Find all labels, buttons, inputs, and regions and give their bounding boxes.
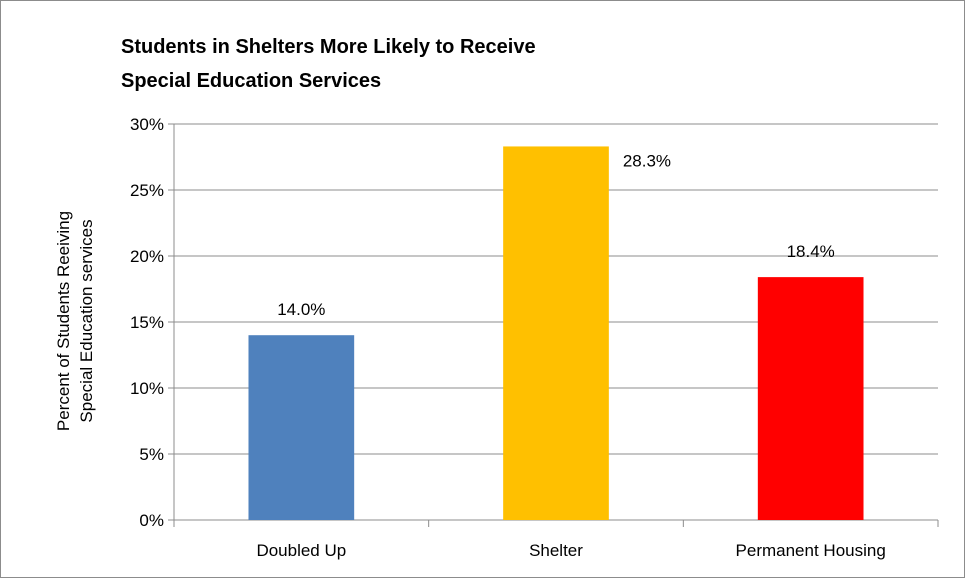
- y-tick-label: 5%: [139, 445, 164, 464]
- y-axis-title-line-1: Percent of Students Reeiving: [54, 211, 73, 431]
- y-tick-label: 10%: [130, 379, 164, 398]
- y-tick-label: 0%: [139, 511, 164, 530]
- chart-title-line-1: Students in Shelters More Likely to Rece…: [121, 36, 536, 58]
- y-tick-label: 30%: [130, 115, 164, 134]
- y-tick-label: 20%: [130, 247, 164, 266]
- data-labels: 14.0% 28.3% 18.4%: [277, 151, 835, 319]
- x-tick-label: Shelter: [529, 541, 583, 560]
- bar-permanent-housing: [757, 277, 864, 520]
- data-label: 18.4%: [787, 242, 835, 261]
- bar-shelter: [503, 146, 609, 520]
- data-label: 14.0%: [277, 300, 325, 319]
- y-tick-label: 25%: [130, 181, 164, 200]
- x-tick-label: Doubled Up: [256, 541, 346, 560]
- y-tick-label: 15%: [130, 313, 164, 332]
- bars: [248, 146, 864, 520]
- data-label: 28.3%: [623, 151, 671, 170]
- x-tick-label: Permanent Housing: [736, 541, 886, 560]
- bar-doubled-up: [248, 335, 355, 520]
- y-axis-title-line-2: Special Education services: [77, 219, 96, 422]
- chart-title-line-2: Special Education Services: [121, 70, 381, 92]
